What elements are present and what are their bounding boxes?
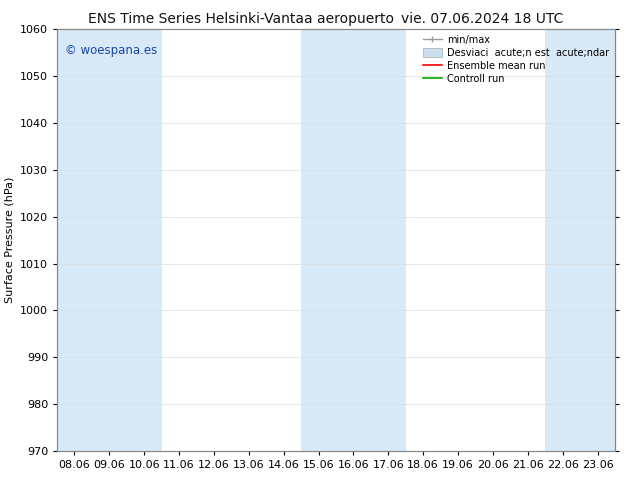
Y-axis label: Surface Pressure (hPa): Surface Pressure (hPa) [4, 177, 15, 303]
Text: vie. 07.06.2024 18 UTC: vie. 07.06.2024 18 UTC [401, 12, 563, 26]
Text: © woespana.es: © woespana.es [65, 44, 158, 57]
Text: ENS Time Series Helsinki-Vantaa aeropuerto: ENS Time Series Helsinki-Vantaa aeropuer… [88, 12, 394, 26]
Bar [57, 29, 92, 451]
Legend: min/max, Desviaci  acute;n est  acute;ndar, Ensemble mean run, Controll run: min/max, Desviaci acute;n est acute;ndar… [419, 31, 613, 88]
Bar [92, 29, 162, 451]
Bar [545, 29, 615, 451]
Bar [301, 29, 406, 451]
